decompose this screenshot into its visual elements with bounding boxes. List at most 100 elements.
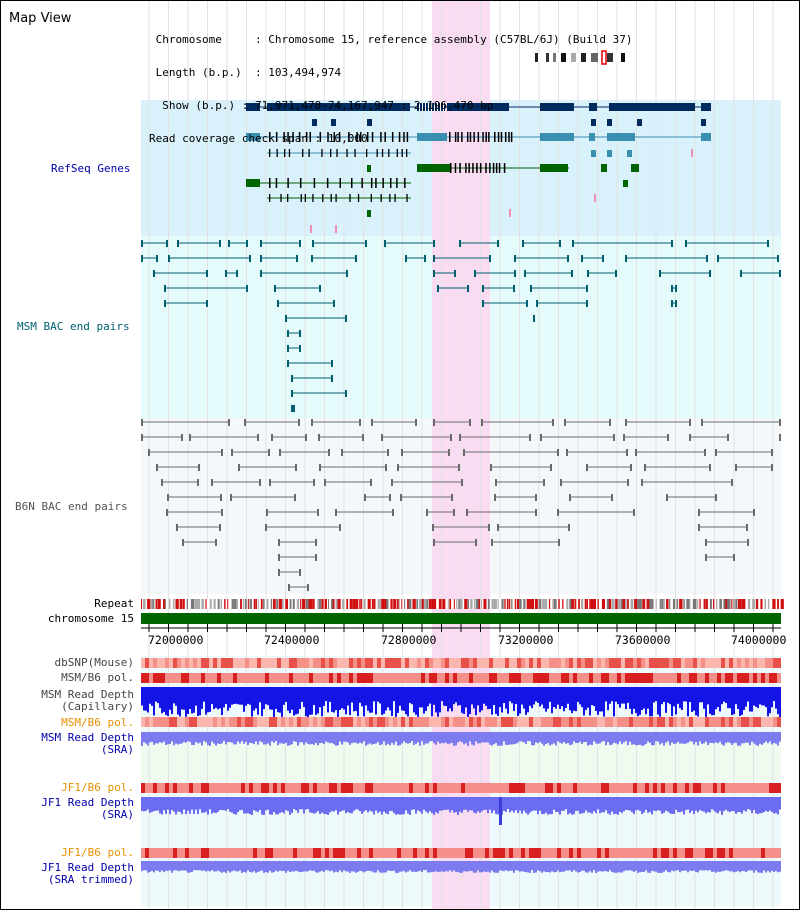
track-label-dbsnp[interactable]: dbSNP(Mouse) [54,656,134,669]
heat-strip-cell [469,717,473,727]
b6n-bac-pair-end [451,494,453,501]
read-depth-bar [327,797,329,815]
track-label-msm-read-depth-sra[interactable]: MSM Read Depth [41,731,134,744]
exon-tick [304,194,306,202]
heat-strip-cell [573,658,577,668]
exon-tick [510,132,513,142]
read-depth-bar [363,797,365,812]
read-depth-bar [525,732,527,744]
repeat-mark [504,599,506,609]
heat-strip-cell [313,673,317,683]
b6n-bac-pair-end [568,524,570,531]
heat-strip-cell [297,848,301,858]
heat-strip-cell [237,658,241,668]
track-label-msm-b6-pol-2[interactable]: MSM/B6 pol. [61,716,134,729]
track-label-chromosome[interactable]: chromosome 15 [47,612,134,625]
read-depth-bar [363,861,365,873]
heat-strip-cell [345,848,349,858]
read-depth-bar [403,861,405,872]
read-depth-bar [595,797,597,814]
repeat-mark [270,599,273,609]
heat-strip-cell [377,658,381,668]
read-depth-bar [227,797,229,810]
track-label-b6n-bac[interactable]: B6N BAC end pairs [15,500,128,513]
read-depth-bar [417,687,419,717]
heat-strip-cell [301,673,305,683]
heat-strip-cell [149,717,153,727]
heat-strip-cell [569,848,573,858]
track-label-jf1-b6-pol-2[interactable]: JF1/B6 pol. [61,846,134,859]
heat-strip-cell [637,848,641,858]
heat-strip-cell [333,717,337,727]
read-depth-bar [577,797,579,811]
read-depth-bar [261,732,263,743]
read-depth-bar [777,861,779,873]
read-depth-bar [527,797,529,815]
track-label-msm-b6-pol[interactable]: MSM/B6 pol. [61,671,134,684]
read-depth-bar [303,732,305,745]
exon-tick [498,163,501,173]
track-label-msm-read-depth-capillary[interactable]: MSM Read Depth [41,688,134,701]
read-depth-bar [489,687,491,709]
read-depth-bar [155,687,157,702]
heat-strip-cell [733,717,737,727]
track-label-msm-bac[interactable]: MSM BAC end pairs [17,320,130,333]
heat-strip-cell [761,717,765,727]
read-depth-bar [285,797,287,811]
b6n-bac-pair-end [557,449,559,456]
read-depth-bar [701,687,703,703]
read-depth-bar [473,797,475,813]
read-depth-bar [761,687,763,706]
heat-strip-cell [293,717,297,727]
track-label-jf1-b6-pol[interactable]: JF1/B6 pol. [61,781,134,794]
heat-strip-cell [733,783,737,793]
read-depth-bar [447,861,449,872]
read-depth-bar [559,687,561,710]
read-depth-bar [397,732,399,746]
heat-strip-cell [521,848,525,858]
read-depth-bar [373,861,375,873]
track-label-jf1-read-depth-sra[interactable]: JF1 Read Depth [41,796,134,809]
read-depth-bar [645,732,647,745]
repeat-mark [302,599,306,609]
read-depth-bar [553,861,555,873]
heat-strip-cell [329,717,333,727]
heat-strip-cell [505,658,509,668]
track-label-jf1-read-depth-trimmed[interactable]: JF1 Read Depth [41,861,134,874]
track-label-repeat[interactable]: Repeat [94,597,134,610]
heat-strip-cell [461,717,465,727]
heat-strip-cell [565,848,569,858]
read-depth-bar [207,861,209,871]
track-label-refseq-genes[interactable]: RefSeq Genes [51,162,131,175]
read-depth-bar [573,687,575,711]
heat-strip-cell [341,717,345,727]
msm-bac-pair-end [291,390,293,397]
gene-exon [589,133,595,141]
read-depth-bar [617,732,619,745]
read-depth-bar [387,687,389,708]
heat-strip-cell [629,848,633,858]
read-depth-bar [307,732,309,744]
read-depth-bar [281,732,283,744]
msm-bac-pair-end [709,270,711,277]
repeat-mark [634,599,638,609]
heat-strip-cell [705,717,709,727]
repeat-mark [367,599,370,609]
read-depth-bar [755,732,757,745]
repeat-mark [242,599,245,609]
read-depth-bar [519,797,521,811]
read-depth-bar [183,861,185,871]
read-depth-bar [661,732,663,744]
heat-strip-cell [325,673,329,683]
read-depth-bar [403,732,405,742]
msm-bac-pair-end [433,270,435,277]
read-depth-bar [473,687,475,709]
heat-strip-cell [677,673,681,683]
read-depth-bar [471,687,473,705]
read-depth-bar [445,797,447,810]
b6n-bac-pair-end [161,479,163,486]
read-depth-bar [165,861,167,871]
read-depth-bar [779,861,781,872]
heat-strip-cell [525,658,529,668]
